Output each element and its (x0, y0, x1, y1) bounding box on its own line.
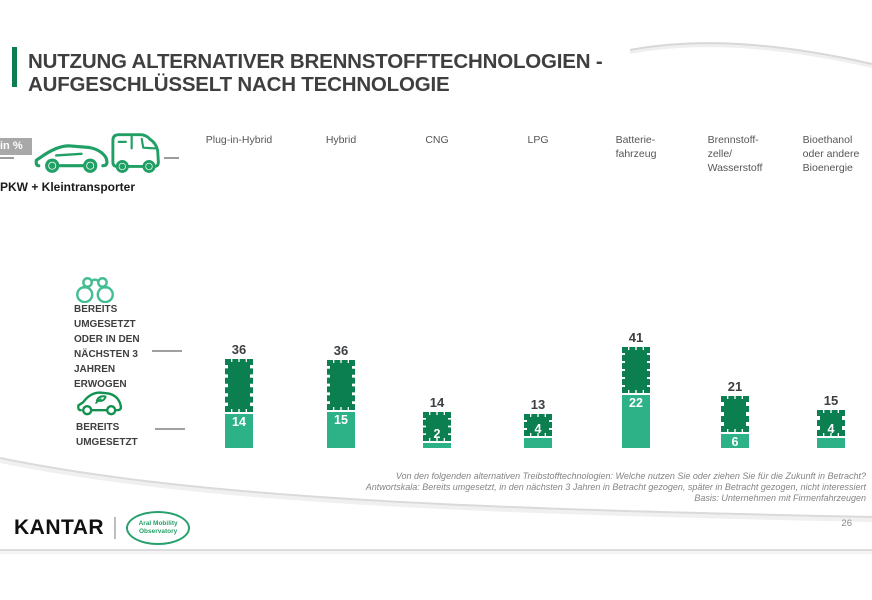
legend-considered-connector (152, 350, 182, 352)
bar-segment-considered (327, 360, 355, 410)
slide-title-line2: AUFGESCHLÜSSELT NACH TECHNOLOGIE (28, 73, 450, 96)
column-header: CNG (382, 133, 492, 147)
column-header-label: Batterie- fahrzeug (615, 134, 657, 160)
column-header: Hybrid (286, 133, 396, 147)
bar-value-label: 14 (232, 415, 246, 429)
slide-title-line1: NUTZUNG ALTERNATIVER BRENNSTOFFTECHNOLOG… (28, 50, 603, 73)
legend-implemented-label: BEREITS UMGESETZT (76, 422, 138, 448)
bar-segment-considered (622, 347, 650, 393)
footnote-basis: Basis: Unternehmen mit Firmenfahrzeugen (694, 493, 866, 503)
bar-total-label: 21 (727, 379, 743, 394)
legend-implemented-connector (155, 428, 185, 430)
bar-value-label: 4 (827, 422, 835, 436)
footer-brand-row: KANTAR Aral Mobility Observatory (14, 511, 191, 545)
brand-separator (114, 517, 117, 539)
segment-dash-left (0, 157, 14, 159)
bar-segment-considered (817, 410, 845, 436)
column-header-label: CNG (425, 134, 449, 146)
kantar-logo: KANTAR (14, 516, 105, 539)
partner-logo-line1: Aral Mobility (138, 520, 178, 527)
column-header-label: Hybrid (325, 134, 357, 146)
segment-label: PKW + Kleintransporter (0, 180, 136, 194)
column-header-label: Brennstoff- zelle/ Wasserstoff (707, 134, 763, 174)
bar-total-label: 13 (530, 397, 546, 412)
bar-segment-implemented (327, 412, 355, 448)
unit-badge: in % (0, 138, 32, 155)
page-number: 26 (841, 518, 852, 529)
van-icon (111, 133, 160, 173)
slide-title: NUTZUNG ALTERNATIVER BRENNSTOFFTECHNOLOG… (28, 50, 728, 96)
eco-car-icon (77, 391, 123, 416)
bar-total-label: 36 (333, 343, 349, 358)
column-header: Brennstoff- zelle/ Wasserstoff (680, 133, 790, 175)
bar-segment-implemented (721, 434, 749, 448)
slide-bottom-edge (0, 549, 872, 554)
bar-segment-implemented (524, 438, 552, 448)
bar-value-label: 15 (334, 413, 348, 427)
column-header: LPG (483, 133, 593, 147)
bar-segment-implemented (817, 438, 845, 448)
bar-value-label: 6 (731, 435, 739, 449)
bar-segment-considered (721, 396, 749, 432)
column-header-label: Plug-in-Hybrid (205, 134, 273, 146)
column-header-label: Bioethanol oder andere Bioenergie (802, 134, 860, 174)
bar-segment-considered (225, 359, 253, 412)
binoculars-icon (76, 277, 114, 303)
bar-value-label: 22 (629, 396, 643, 410)
bar-total-label: 14 (429, 395, 445, 410)
car-icon (34, 144, 109, 173)
source-footnote: Von den folgenden alternativen Treibstof… (266, 471, 866, 504)
column-header: Plug-in-Hybrid (184, 133, 294, 147)
bar-value-label: 2 (433, 427, 441, 441)
bar-segment-considered (423, 412, 451, 441)
legend-considered-label: BEREITS UMGESETZT ODER IN DEN NÄCHSTEN 3… (74, 304, 140, 390)
bar-segment-considered (524, 414, 552, 436)
column-header-label: LPG (527, 134, 549, 146)
bar-segment-implemented (423, 443, 451, 448)
column-header: Bioethanol oder andere Bioenergie (776, 133, 872, 175)
footnote-scale: Antwortskala: Bereits umgesetzt, in den … (365, 482, 866, 492)
aral-mobility-observatory-logo: Aral Mobility Observatory (126, 511, 191, 545)
footnote-question: Von den folgenden alternativen Treibstof… (395, 471, 866, 481)
bar-total-label: 15 (823, 393, 839, 408)
partner-logo-line2: Observatory (138, 528, 178, 535)
segment-dash-right (164, 157, 179, 159)
bar-total-label: 36 (231, 342, 247, 357)
bar-segment-implemented (225, 414, 253, 448)
bar-value-label: 4 (534, 422, 542, 436)
title-accent-bar (12, 47, 17, 87)
bar-total-label: 41 (628, 330, 644, 345)
bar-segment-implemented (622, 395, 650, 448)
column-header: Batterie- fahrzeug (581, 133, 691, 161)
